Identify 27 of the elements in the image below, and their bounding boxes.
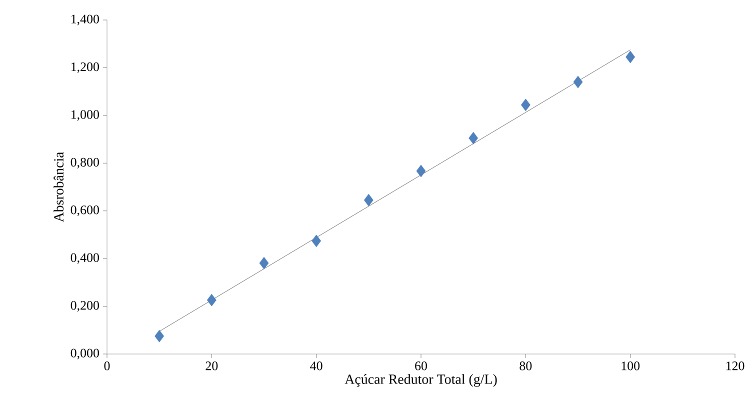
point (312, 234, 322, 248)
point (468, 132, 478, 144)
point (206, 294, 216, 306)
y-tick-label: 0,800 (70, 158, 99, 168)
x-axis-title: Açúcar Redutor Total (g/L) (344, 374, 497, 387)
point (626, 50, 636, 64)
point (259, 256, 269, 270)
x-tick-label: 80 (520, 362, 532, 370)
point (573, 76, 583, 88)
y-tick-label: 1,000 (71, 110, 99, 121)
y-axis-title: Absrobância (54, 152, 64, 222)
point (416, 164, 426, 178)
x-tick-label: 40 (310, 362, 322, 370)
point (364, 194, 374, 206)
y-tick-label: 1,400 (71, 14, 99, 26)
y-tick-label: 0,000 (70, 348, 99, 360)
y-tick-label: 0,600 (70, 206, 99, 216)
point (154, 330, 164, 342)
y-tick-label: 1,200 (71, 62, 99, 74)
x-tick-label: 120 (726, 362, 744, 370)
x-tick-label: 60 (415, 362, 427, 370)
point (520, 98, 530, 112)
x-tick-label: 0 (104, 362, 110, 370)
y-tick-label: 0,200 (70, 300, 99, 312)
y-tick-label: 0,400 (70, 253, 99, 264)
x-tick-label: 100 (622, 362, 640, 370)
x-tick-label: 20 (206, 362, 218, 370)
